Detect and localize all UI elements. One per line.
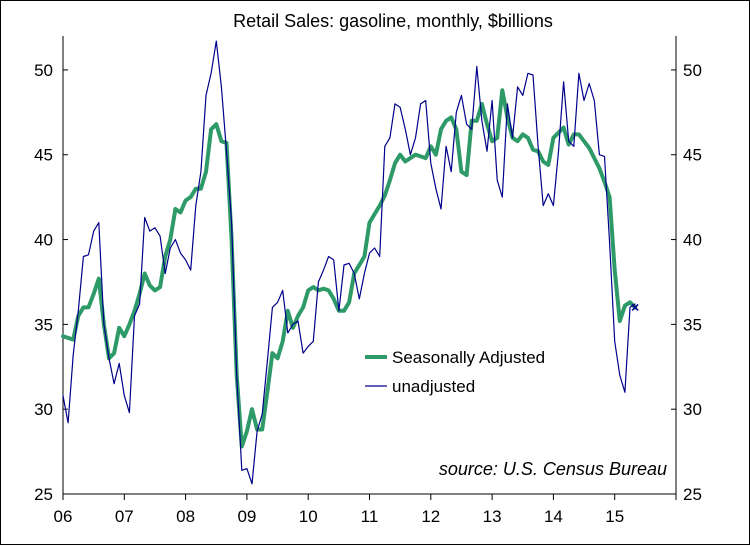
series-line-seasonally-adjusted: [61, 88, 638, 449]
x-tick-label: 11: [361, 507, 379, 526]
x-tick-label: 12: [421, 507, 440, 526]
series-lines: [61, 40, 639, 485]
y-tick-label-left: 25: [34, 485, 53, 504]
axes: 25 25 30 30 35 35 40 40 45 45 50 50 06 07 08 09 10 11 12 13…: [34, 36, 702, 526]
y-tick-label-right: 35: [683, 315, 702, 334]
y-tick-label-right: 25: [683, 485, 702, 504]
y-tick-label-left: 50: [34, 61, 53, 80]
y-tick-label-right: 30: [683, 400, 702, 419]
y-tick-label-left: 35: [34, 315, 53, 334]
legend-label-seasonally-adjusted: Seasonally Adjusted: [392, 348, 545, 367]
y-tick-label-left: 40: [34, 231, 53, 250]
legend-label-unadjusted: unadjusted: [392, 377, 475, 396]
x-tick-label: 15: [605, 507, 624, 526]
x-tick-label: 08: [176, 507, 195, 526]
legend-box: [361, 341, 559, 403]
y-tick-label-left: 45: [34, 146, 53, 165]
series-line-unadjusted: [62, 40, 636, 485]
x-tick-label: 14: [544, 507, 563, 526]
y-tick-label-right: 50: [683, 61, 702, 80]
y-tick-label-left: 30: [34, 400, 53, 419]
x-tick-label: 06: [54, 507, 73, 526]
legend: Seasonally Adjusted unadjusted: [361, 341, 559, 403]
x-tick-label: 07: [115, 507, 134, 526]
x-tick-label: 09: [237, 507, 256, 526]
x-tick-label: 10: [299, 507, 318, 526]
y-tick-label-right: 40: [683, 231, 702, 250]
source-annotation: source: U.S. Census Bureau: [439, 459, 667, 479]
chart-title: Retail Sales: gasoline, monthly, $billio…: [233, 11, 553, 31]
y-tick-label-right: 45: [683, 146, 702, 165]
x-tick-label: 13: [483, 507, 502, 526]
